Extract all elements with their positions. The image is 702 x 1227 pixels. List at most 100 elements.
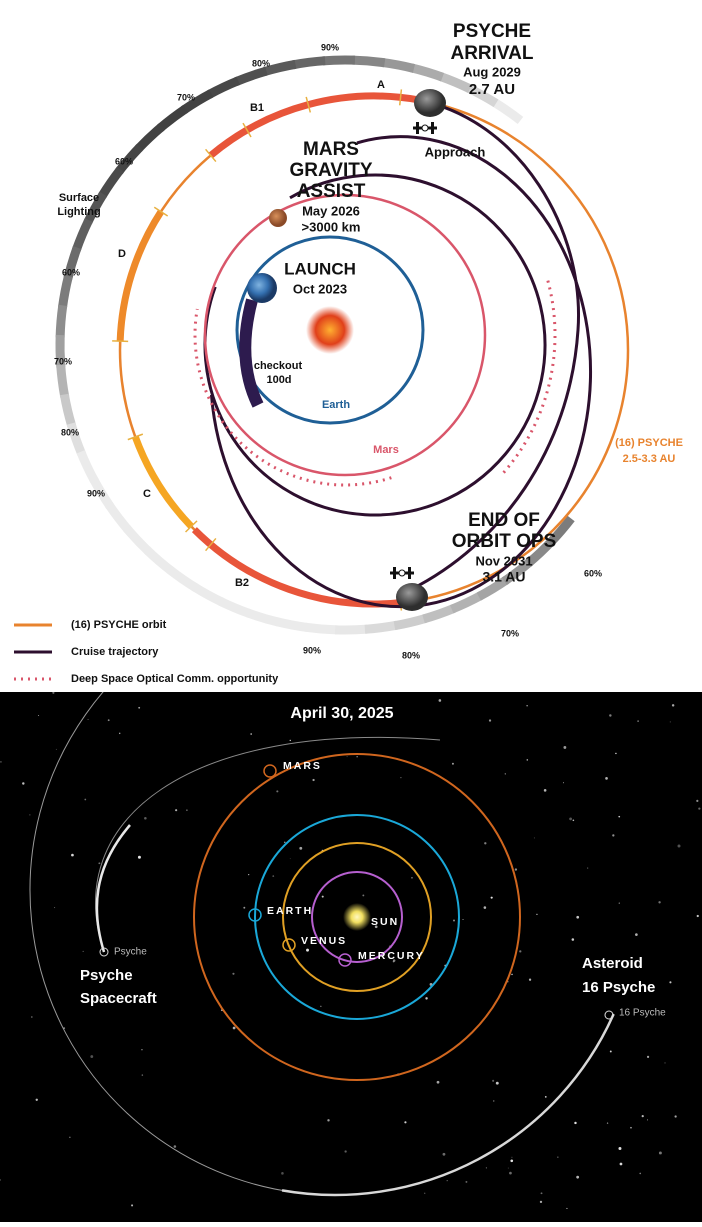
star bbox=[321, 895, 324, 898]
segment-label: A bbox=[377, 79, 385, 91]
marker-label: Psyche bbox=[114, 947, 147, 958]
star bbox=[572, 819, 575, 822]
orbit bbox=[193, 753, 521, 1081]
lighting-label: 60% bbox=[62, 267, 80, 277]
star bbox=[452, 919, 455, 922]
title: END OF bbox=[468, 510, 540, 531]
star bbox=[557, 1156, 559, 1158]
planet-label: MARS bbox=[283, 760, 322, 772]
star bbox=[615, 752, 617, 755]
lighting-label: 60% bbox=[115, 156, 133, 166]
lighting-ring bbox=[57, 274, 73, 309]
planet-marker bbox=[248, 908, 262, 922]
star bbox=[536, 913, 538, 916]
star bbox=[612, 834, 615, 837]
star bbox=[618, 815, 621, 818]
earth bbox=[247, 273, 277, 303]
date: Nov 2031 bbox=[475, 553, 532, 568]
lighting-label: 80% bbox=[402, 650, 420, 660]
segment-label: C bbox=[143, 488, 151, 500]
star bbox=[493, 1100, 495, 1102]
star bbox=[674, 1115, 677, 1118]
star bbox=[0, 761, 2, 763]
star bbox=[641, 1114, 644, 1118]
orbit-segment bbox=[132, 435, 194, 529]
date: Oct 2023 bbox=[293, 281, 347, 296]
segment-tick bbox=[205, 537, 217, 552]
caption: Asteroid bbox=[582, 955, 643, 972]
star bbox=[574, 1121, 577, 1125]
star bbox=[635, 933, 638, 937]
star bbox=[519, 950, 522, 953]
orbit bbox=[282, 842, 432, 992]
orbit bbox=[254, 814, 460, 1020]
star bbox=[281, 1172, 284, 1175]
lighting-ring bbox=[55, 304, 68, 338]
lighting-ring bbox=[381, 57, 416, 73]
spacecraft-track bbox=[95, 824, 131, 953]
segment-tick bbox=[305, 96, 312, 113]
sun bbox=[306, 306, 354, 354]
star bbox=[0, 1179, 1, 1181]
star bbox=[576, 1175, 580, 1179]
star bbox=[646, 1055, 650, 1059]
star bbox=[29, 814, 31, 816]
star bbox=[511, 1156, 513, 1158]
star bbox=[137, 855, 141, 859]
asteroid bbox=[414, 89, 446, 117]
lighting-label: 70% bbox=[177, 92, 195, 102]
star bbox=[669, 981, 672, 984]
title: PSYCHE bbox=[453, 21, 531, 42]
star bbox=[566, 1207, 568, 1209]
star bbox=[438, 699, 442, 702]
star bbox=[392, 959, 396, 962]
star bbox=[539, 1200, 543, 1204]
star bbox=[248, 874, 250, 876]
star bbox=[131, 1204, 134, 1207]
star bbox=[528, 978, 532, 981]
star bbox=[289, 739, 291, 742]
planet-marker bbox=[263, 764, 277, 778]
star bbox=[312, 778, 315, 782]
star bbox=[514, 868, 518, 871]
spacecraft bbox=[408, 567, 411, 579]
asteroid-marker bbox=[604, 1010, 614, 1020]
planet-label: SUN bbox=[371, 916, 399, 928]
star bbox=[411, 877, 413, 879]
lighting-label: 80% bbox=[252, 58, 270, 68]
star bbox=[87, 719, 89, 721]
lighting-label: 60% bbox=[584, 568, 602, 578]
star bbox=[55, 748, 57, 750]
lighting-ring bbox=[352, 55, 386, 68]
legend-label: Cruise trajectory bbox=[71, 646, 159, 658]
star bbox=[484, 842, 487, 845]
star bbox=[619, 1162, 623, 1166]
star bbox=[186, 809, 188, 811]
star bbox=[509, 1171, 512, 1175]
star bbox=[637, 720, 639, 722]
star bbox=[658, 901, 661, 904]
orbit-label: Mars bbox=[373, 444, 399, 456]
orbit-segment bbox=[116, 209, 164, 342]
star bbox=[540, 1192, 543, 1195]
star bbox=[250, 733, 252, 735]
star bbox=[299, 846, 303, 850]
star bbox=[243, 906, 246, 909]
segment-tick bbox=[398, 89, 403, 106]
star bbox=[84, 798, 87, 801]
planet-marker bbox=[282, 938, 296, 952]
star bbox=[492, 1079, 495, 1082]
lighting-label: 90% bbox=[303, 645, 321, 655]
segment-tick bbox=[242, 122, 252, 138]
star bbox=[605, 777, 608, 780]
star bbox=[606, 1122, 609, 1124]
label: 100d bbox=[266, 374, 291, 386]
mars-orbit bbox=[203, 193, 487, 477]
star bbox=[485, 1167, 487, 1169]
earth-orbit bbox=[235, 235, 425, 425]
star bbox=[31, 1016, 33, 1018]
star bbox=[563, 782, 564, 784]
title: ORBIT OPS bbox=[452, 531, 557, 552]
star bbox=[563, 746, 567, 749]
